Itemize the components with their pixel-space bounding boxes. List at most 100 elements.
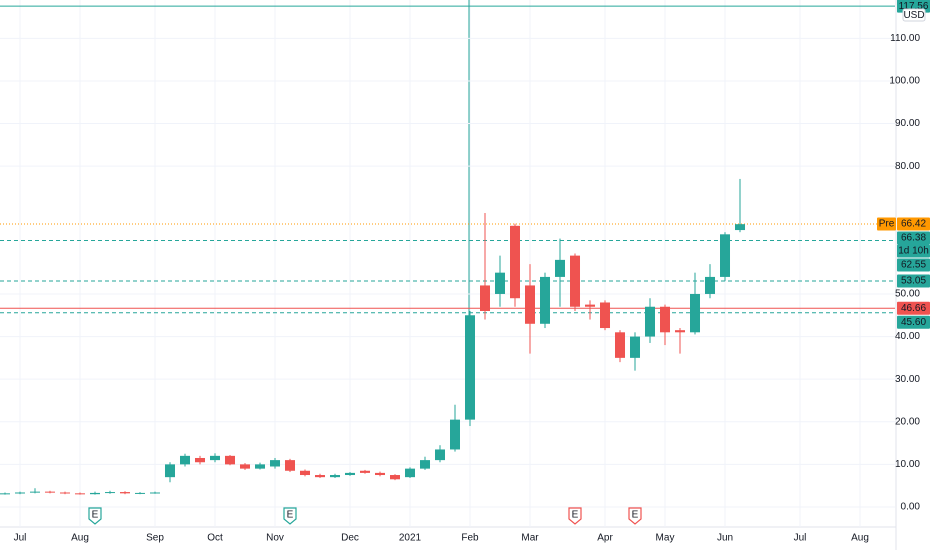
- candle-body: [585, 304, 596, 307]
- candle-body: [164, 464, 175, 478]
- countdown: 1d 10h: [898, 246, 929, 257]
- y-tick-label: 80.00: [895, 161, 920, 172]
- x-tick-label: Nov: [266, 533, 284, 544]
- event-label: E: [632, 510, 639, 521]
- candle-body: [0, 493, 10, 495]
- event-marker: [88, 507, 102, 525]
- candle-body: [735, 224, 746, 231]
- event-marker: [283, 507, 297, 525]
- candle-body: [495, 272, 506, 294]
- candle-body: [600, 302, 611, 329]
- candle-body: [480, 285, 491, 312]
- event-label: E: [572, 510, 579, 521]
- event-label: E: [92, 510, 99, 521]
- price-label: 66.42: [901, 219, 926, 230]
- price-label-box: [897, 217, 930, 231]
- candle-body: [284, 460, 295, 471]
- x-tick-label: May: [656, 533, 675, 544]
- y-tick-label: 40.00: [895, 331, 920, 342]
- x-tick-label: Mar: [521, 533, 539, 544]
- candle-body: [419, 460, 430, 469]
- y-tick-label: 0.00: [901, 502, 921, 513]
- candle-body: [645, 306, 656, 337]
- price-label-box: [897, 231, 930, 245]
- candle-body: [434, 449, 445, 461]
- candle-body: [314, 475, 325, 478]
- candle-body: [344, 472, 355, 476]
- candle-body: [119, 492, 130, 494]
- price-lines: [0, 5, 895, 314]
- candle-body: [374, 472, 385, 476]
- candle-body: [14, 492, 25, 494]
- candle-body: [299, 470, 310, 476]
- candle-body: [104, 492, 115, 494]
- candle-body: [570, 255, 581, 307]
- price-label: 117.56: [899, 1, 929, 12]
- x-tick-label: Sep: [146, 533, 164, 544]
- x-tick-label: Jun: [717, 533, 733, 544]
- candle-body: [450, 419, 461, 450]
- candle-body: [675, 330, 686, 333]
- candle-body: [269, 460, 280, 467]
- currency-box: [902, 8, 926, 22]
- price-label-box: [897, 258, 930, 272]
- candles: [0, 178, 746, 495]
- countdown-box: [897, 244, 930, 258]
- candle-body: [149, 492, 160, 494]
- candle-body: [540, 276, 551, 324]
- candle-body: [389, 475, 400, 480]
- candle-body: [510, 225, 521, 299]
- x-tick-label: 2021: [399, 533, 422, 544]
- axes: 0.00 10.00 20.00 30.00 40.00 50.00 80.00 90.00 1…: [14, 0, 930, 544]
- y-tick-label: 90.00: [895, 118, 920, 129]
- candle-body: [630, 336, 641, 358]
- x-tick-label: Apr: [597, 533, 613, 544]
- price-tag-box: [877, 217, 896, 231]
- y-tick-label: 30.00: [895, 374, 920, 385]
- candle-body: [359, 470, 370, 473]
- x-tick-label: Aug: [71, 533, 89, 544]
- candle-body: [720, 234, 731, 277]
- candle-body: [89, 492, 100, 495]
- price-label: 46.66: [901, 303, 926, 314]
- y-tick-label: 10.00: [895, 459, 920, 470]
- x-tick-label: Aug: [851, 533, 869, 544]
- candle-body: [690, 293, 701, 333]
- price-label-box: [897, 274, 930, 288]
- candle-body: [59, 492, 70, 494]
- currency: USD: [903, 10, 924, 21]
- candle-body: [44, 491, 55, 493]
- y-tick-label: 110.00: [890, 33, 920, 44]
- candle-body: [254, 464, 265, 469]
- y-tick-label: 100.00: [889, 76, 920, 87]
- candle-body: [705, 276, 716, 294]
- price-label: 66.38: [901, 233, 926, 244]
- x-tick-label: Jul: [794, 533, 807, 544]
- candle-body: [224, 455, 235, 465]
- candle-body: [179, 455, 190, 465]
- price-label: 45.60: [901, 317, 926, 328]
- candle-body: [465, 315, 476, 420]
- price-label: 62.55: [901, 260, 926, 271]
- x-tick-label: Jul: [14, 533, 27, 544]
- candle-body: [239, 464, 250, 469]
- x-tick-label: Oct: [207, 533, 223, 544]
- candle-body: [74, 493, 85, 495]
- price-tag: Pre: [879, 219, 895, 230]
- x-tick-label: Feb: [461, 533, 479, 544]
- price-label-box: [897, 301, 930, 315]
- x-tick-label: Dec: [341, 533, 359, 544]
- candle-body: [29, 491, 40, 493]
- candle-body: [525, 285, 536, 324]
- candle-body: [404, 468, 415, 478]
- candle-body: [615, 332, 626, 358]
- price-label-box: [897, 315, 930, 329]
- price-label: 53.05: [901, 276, 926, 287]
- candle-body: [209, 455, 220, 461]
- candle-body: [194, 457, 205, 463]
- event-marker: [628, 507, 642, 525]
- candle-body: [555, 259, 566, 277]
- candle-body: [660, 306, 671, 333]
